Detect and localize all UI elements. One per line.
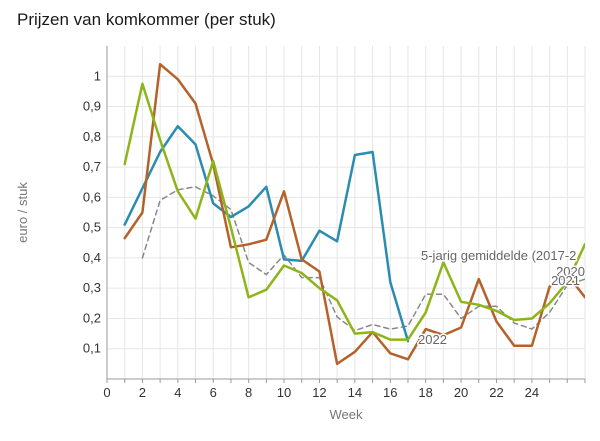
y-tick-label: 0,9 <box>83 99 101 114</box>
chart-title: Prijzen van komkommer (per stuk) <box>17 10 276 29</box>
series-line-5-jarig-gemiddelde-2017-2021 <box>141 186 585 332</box>
series-line-2022 <box>123 82 585 341</box>
line-label-group: 5-jarig gemiddelde (2017-25-jarig gemidd… <box>417 247 586 349</box>
x-tick-label: 2 <box>139 385 146 400</box>
x-axis-title: Week <box>330 407 363 422</box>
line-label-2022: 2022 <box>418 332 447 347</box>
line-label-2021: 2021 <box>551 273 580 288</box>
y-tick-label: 0,3 <box>83 280 101 295</box>
line-label-2020: 2020 <box>556 264 585 279</box>
x-tick-label: 24 <box>525 385 539 400</box>
y-tick-label: 0,8 <box>83 129 101 144</box>
x-tick-label: 12 <box>312 385 326 400</box>
y-tick-label: 0,4 <box>83 250 101 265</box>
series-lines <box>123 62 585 366</box>
x-tick-label: 20 <box>454 385 468 400</box>
line-label-halo-2021: 2021 <box>551 273 580 288</box>
x-tick-label: 8 <box>245 385 252 400</box>
x-tick-label: 6 <box>210 385 217 400</box>
x-tick-label: 0 <box>103 385 110 400</box>
line-label-halo-2020: 2020 <box>556 264 585 279</box>
y-tick-label: 1 <box>94 68 101 83</box>
y-tick-label: 0,5 <box>83 220 101 235</box>
grid <box>106 46 586 379</box>
x-tick-label: 22 <box>489 385 503 400</box>
line-label-5-jarig-gemiddelde-2017-2021: 5-jarig gemiddelde (2017-2 <box>421 248 576 263</box>
axes: 0,10,20,30,40,50,60,70,80,910 2 4 6 8 10 12 14 1… <box>15 46 586 422</box>
series-line-2021 <box>123 62 585 366</box>
x-tick-label: 4 <box>174 385 181 400</box>
series-line-2020 <box>123 124 410 343</box>
x-tick-label: 14 <box>348 385 362 400</box>
y-tick-label: 0,7 <box>83 159 101 174</box>
line-label-halo-2022: 2022 <box>418 332 447 347</box>
line-labels: 5-jarig gemiddelde (2017-25-jarig gemidd… <box>417 247 586 349</box>
x-tick-label: 16 <box>383 385 397 400</box>
x-tick-label: 10 <box>277 385 291 400</box>
x-tick-label: 18 <box>418 385 432 400</box>
line-label-halo-5-jarig-gemiddelde-2017-2021: 5-jarig gemiddelde (2017-2 <box>421 248 576 263</box>
y-axis-title: euro / stuk <box>15 182 30 243</box>
y-tick-label: 0,6 <box>83 189 101 204</box>
y-tick-label: 0,2 <box>83 310 101 325</box>
y-tick-label: 0,1 <box>83 341 101 356</box>
